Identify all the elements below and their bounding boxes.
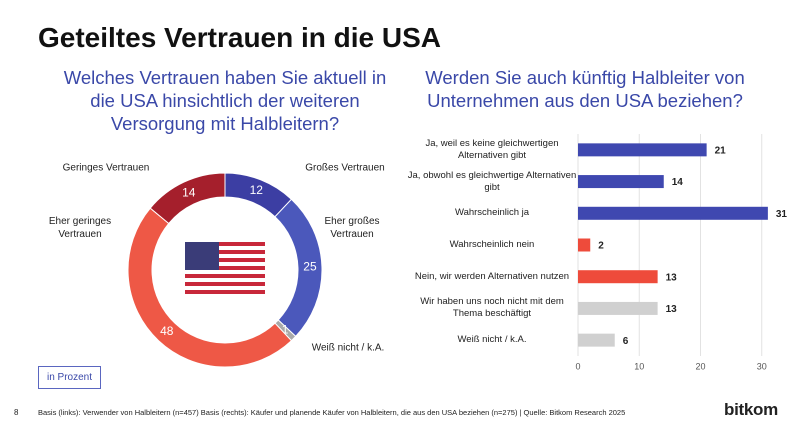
- brand-logo: bitkom: [724, 400, 778, 419]
- category-label: Weiß nicht / k.A.: [311, 342, 385, 354]
- category-label: Großes Vertrauen: [305, 162, 385, 174]
- category-label: Geringes Vertrauen: [62, 162, 150, 174]
- chart-title: Werden Sie auch künftig Halbleiter von U…: [425, 67, 745, 111]
- category-label: Eher großes Vertrauen: [324, 216, 380, 240]
- category-label: Ja, weil es keine gleichwertigen Alterna…: [425, 137, 559, 161]
- value-label: 1: [282, 322, 289, 336]
- value-label: 14: [672, 177, 684, 188]
- donut-segment: [127, 207, 293, 368]
- unit-note: in Prozent: [38, 366, 102, 389]
- value-label: 31: [776, 209, 788, 220]
- bar: [578, 238, 591, 252]
- donut-segment: [149, 172, 226, 225]
- value-label: 25: [303, 260, 317, 274]
- value-label: 6: [623, 336, 629, 347]
- x-tick-label: 10: [634, 361, 644, 371]
- value-label: 2: [598, 241, 604, 252]
- bar: [578, 206, 768, 220]
- category-label: Wahrscheinlich ja: [454, 207, 530, 219]
- bar: [578, 301, 658, 315]
- category-label: Weiß nicht / k.A.: [457, 334, 527, 346]
- value-label: 14: [182, 185, 196, 199]
- bar: [578, 143, 707, 157]
- category-label: Wir haben uns noch nicht mit dem Thema b…: [420, 296, 564, 320]
- x-tick-label: 30: [757, 361, 767, 371]
- bar: [578, 175, 664, 189]
- value-label: 48: [160, 324, 174, 338]
- category-label: Wahrscheinlich nein: [449, 239, 535, 250]
- chart-title: Welches Vertrauen haben Sie aktuell in d…: [63, 67, 387, 134]
- category-label: Eher geringes Vertrauen: [48, 216, 112, 240]
- main-title: Geteiltes Vertrauen in die USA: [38, 22, 442, 53]
- category-label: Nein, wir werden Alternativen nutzen: [414, 270, 570, 282]
- value-label: 21: [715, 145, 727, 156]
- category-label: Ja, obwohl es gleichwertige Alternativen…: [407, 169, 577, 193]
- bar: [578, 333, 615, 347]
- us-flag: [185, 242, 265, 294]
- bar: [578, 270, 658, 284]
- value-label: 13: [666, 272, 678, 283]
- footnote: Basis (links): Verwender von Halbleitern…: [38, 408, 626, 417]
- x-tick-label: 20: [695, 361, 705, 371]
- page-number: 8: [14, 408, 19, 417]
- value-label: 12: [250, 183, 264, 197]
- value-label: 13: [666, 304, 678, 315]
- x-tick-label: 0: [575, 361, 580, 371]
